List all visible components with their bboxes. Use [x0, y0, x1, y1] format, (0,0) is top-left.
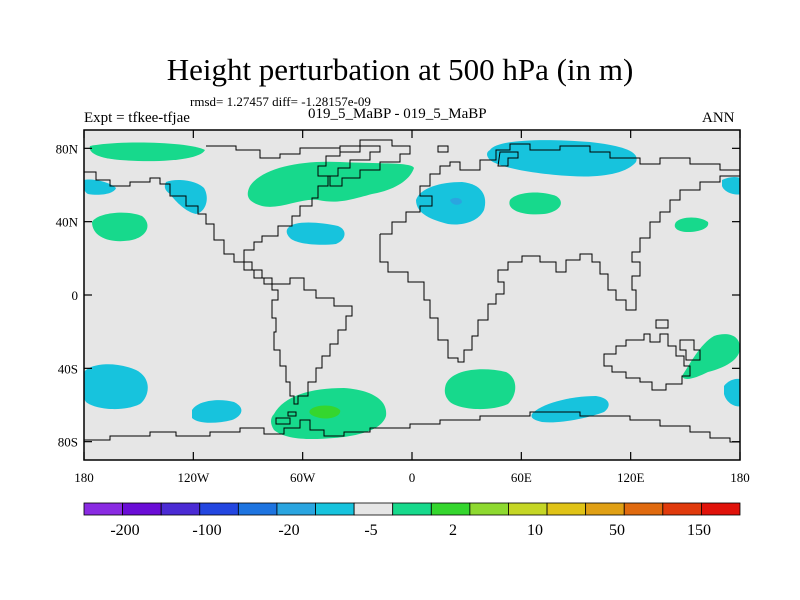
lon-tick-label: 180 [74, 470, 94, 485]
lon-tick-label: 60E [511, 470, 532, 485]
colorbar-swatch [623, 502, 664, 516]
negative-region-tasman [724, 378, 740, 407]
map-background [84, 130, 740, 460]
negative-region-west-pacific [84, 179, 116, 195]
negative-region-arctic-russia [487, 140, 637, 177]
stats-line: rmsd= 1.27457 diff= -1.28157e-09 [190, 94, 371, 109]
positive-core-south-america [309, 405, 341, 419]
colorbar-swatch [276, 502, 316, 516]
period-label: ANN [702, 110, 735, 126]
colorbar: -200 -100 -20 -5 2 10 50 150 [83, 502, 741, 539]
colorbar-label: 10 [527, 522, 543, 539]
coastline-australia [603, 333, 691, 391]
runs-label: 019_5_MaBP - 019_5_MaBP [308, 106, 487, 122]
coastline-antarctic-islands [275, 411, 297, 425]
lat-tick-label: 80N [56, 141, 79, 156]
colorbar-label: 2 [449, 522, 457, 539]
negative-region-south-pacific [84, 364, 148, 409]
lat-tick-label: 0 [72, 288, 79, 303]
lat-tick-label: 40N [56, 215, 79, 230]
coastline-antarctica [84, 411, 740, 443]
positive-region-north-pacific [92, 212, 148, 242]
positive-region-new-zealand [682, 334, 740, 379]
coastline-europe-north [380, 143, 740, 235]
negative-region-southern-ocean [192, 400, 242, 423]
positive-region-north-atlantic-europe [247, 161, 414, 207]
colorbar-label: 50 [609, 522, 625, 539]
coastline-maritime [655, 319, 701, 361]
colorbar-swatch [392, 502, 432, 516]
colorbar-swatch [546, 502, 587, 516]
colorbar-swatch [315, 502, 355, 516]
coastline-north-america [84, 145, 381, 285]
negative-core-europe [450, 197, 462, 205]
positive-region-arctic-canada [89, 142, 205, 162]
colorbar-swatch [508, 502, 548, 516]
lat-tick-label: 80S [58, 435, 78, 450]
positive-anomalies [89, 142, 740, 440]
colorbar-label: -200 [110, 522, 139, 539]
positive-region-japan [674, 217, 709, 232]
colorbar-swatch [469, 502, 509, 516]
colorbar-swatch [122, 502, 162, 516]
longitude-ticks: 180 120W 60W 0 60E 120E 180 [74, 130, 750, 485]
coastline-arctic-islands [437, 145, 519, 167]
positive-region-central-asia [509, 192, 561, 215]
coastlines [84, 139, 740, 443]
colorbar-label: -5 [364, 522, 377, 539]
colorbar-swatch [83, 502, 123, 516]
lon-tick-label: 60W [290, 470, 316, 485]
plot-title: Height perturbation at 500 hPa (in m) [166, 52, 634, 87]
coastline-south-america [271, 277, 353, 405]
coastline-eurasia-africa [379, 175, 740, 363]
latitude-ticks: 80N 40N 0 40S 80S [56, 141, 740, 450]
negative-region-europe [416, 182, 486, 225]
coastline-greenland [317, 139, 411, 187]
colorbar-swatch [199, 502, 239, 516]
colorbar-swatch [701, 502, 741, 516]
positive-region-southern-atlantic [444, 369, 516, 410]
lon-tick-label: 120E [617, 470, 645, 485]
colorbar-label: 150 [687, 522, 711, 539]
colorbar-swatch [585, 502, 625, 516]
colorbar-label: -100 [192, 522, 221, 539]
colorbar-swatch [662, 502, 702, 516]
negative-region-atlantic [286, 222, 345, 245]
lon-tick-label: 0 [409, 470, 416, 485]
lon-tick-label: 120W [177, 470, 210, 485]
colorbar-label: -20 [278, 522, 299, 539]
lon-tick-label: 180 [730, 470, 750, 485]
negative-region-east-pacific [722, 177, 740, 195]
experiment-label: Expt = tfkee-tfjae [84, 110, 190, 126]
colorbar-swatch [430, 502, 471, 516]
colorbar-swatch [353, 502, 394, 516]
colorbar-swatch [160, 502, 201, 516]
colorbar-swatch [237, 502, 278, 516]
lat-tick-label: 40S [58, 361, 78, 376]
